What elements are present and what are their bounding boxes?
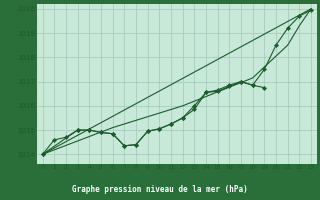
Text: Graphe pression niveau de la mer (hPa): Graphe pression niveau de la mer (hPa): [72, 186, 248, 194]
